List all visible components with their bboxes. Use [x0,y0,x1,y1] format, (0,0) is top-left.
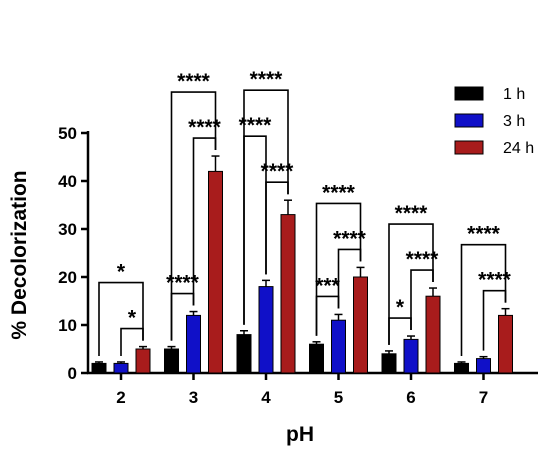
legend-label: 1 h [503,86,525,103]
significance-label: **** [188,116,222,139]
significance-label: **** [261,160,295,183]
significance-label: **** [406,248,440,271]
axes: 0 10 20 30 40 50 2 3 4 5 6 7 [58,124,538,407]
significance-bracket: * [98,261,144,356]
legend: 1 h 3 h 24 h [454,86,534,157]
bar-3h-ph3 [186,314,201,374]
x-tick-label: 7 [479,388,488,407]
bracket-line [98,281,144,356]
significance-label: **** [478,269,512,292]
x-tick-label: 5 [334,388,343,407]
significance-label: *** [315,274,340,297]
legend-label: 24 h [503,140,534,157]
bar-24h-ph6 [425,295,441,374]
y-tick-label: 10 [58,316,77,335]
significance-label: **** [250,68,284,91]
bracket-line [170,91,217,341]
significance-bracket: **** [243,68,289,325]
significance-label: **** [395,202,429,225]
significance-label: **** [239,114,273,137]
x-tick-label: 4 [261,388,271,407]
significance-label: **** [467,223,501,246]
legend-swatch [454,86,484,101]
bracket-line [460,243,507,356]
bar-3h-ph4 [258,286,274,374]
significance-label: * [117,261,126,284]
bar-1h-ph3 [164,348,179,374]
bar-3h-ph6 [403,338,419,374]
significance-bracket: **** [460,223,507,356]
legend-item: 1 h [454,86,525,103]
legend-item: 24 h [454,140,534,157]
x-tick-label: 2 [116,388,125,407]
bar-1h-ph4 [236,334,252,374]
bar-3h-ph5 [331,319,346,374]
bracket-line [315,202,362,336]
significance-brackets: ** **************************************… [98,68,512,356]
x-axis-title: pH [286,423,314,446]
bars [91,155,513,374]
y-tick-label: 40 [58,172,77,191]
y-tick-label: 0 [68,364,77,383]
bar-24h-ph3 [208,170,223,374]
bar-24h-ph5 [353,276,368,374]
significance-bracket: * [388,296,412,345]
legend-swatch [454,113,484,128]
significance-label: **** [333,227,367,250]
bar-1h-ph6 [381,353,397,374]
bar-1h-ph2 [91,362,107,374]
legend-label: 3 h [503,113,525,130]
significance-bracket: **** [388,202,434,345]
x-tick-label: 3 [189,388,198,407]
bracket-line [243,89,289,325]
significance-label: * [128,307,137,330]
bar-3h-ph7 [476,358,491,374]
significance-bracket: **** [170,70,217,341]
significance-bracket: **** [315,181,362,336]
bracket-line [388,223,434,345]
significance-label: **** [177,70,211,93]
bar-3h-ph2 [113,362,129,374]
legend-swatch [454,140,484,155]
y-axis-title: % Decolorization [8,170,31,339]
x-tick-label: 6 [406,388,415,407]
bar-1h-ph7 [454,362,469,374]
bar-24h-ph7 [498,314,513,374]
y-tick-label: 50 [58,124,77,143]
bar-1h-ph5 [309,343,324,374]
legend-item: 3 h [454,113,525,130]
bar-24h-ph4 [280,214,296,374]
y-tick-label: 20 [58,268,77,287]
significance-label: * [396,296,405,319]
bar-24h-ph2 [135,348,151,374]
significance-label: **** [322,181,356,204]
significance-label: **** [166,272,200,295]
y-tick-label: 30 [58,220,77,239]
